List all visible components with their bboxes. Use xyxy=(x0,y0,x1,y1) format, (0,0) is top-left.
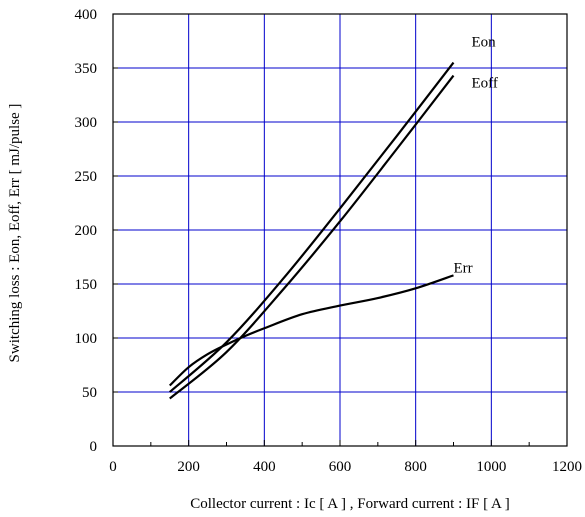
y-tick-label: 400 xyxy=(75,7,98,23)
x-tick-label: 0 xyxy=(109,459,117,475)
y-tick-label: 50 xyxy=(82,385,97,401)
y-tick-label: 250 xyxy=(75,169,98,185)
tick-labels: 0 200 400 600 800 1000 1200 0 50 100 150 200 250 300 3… xyxy=(75,7,583,475)
y-tick-label: 350 xyxy=(75,61,98,77)
series-label-eon: Eon xyxy=(472,35,497,51)
x-tick-label: 1200 xyxy=(552,459,582,475)
y-tick-label: 300 xyxy=(75,115,98,131)
x-tick-label: 400 xyxy=(253,459,276,475)
axis-ticks xyxy=(112,13,568,447)
series-labels: Eon Eoff Err xyxy=(454,35,498,277)
y-tick-label: 150 xyxy=(75,277,98,293)
series-label-err: Err xyxy=(454,260,473,276)
x-axis-label: Collector current : Ic [ A ] , Forward c… xyxy=(190,496,510,512)
x-tick-label: 200 xyxy=(177,459,200,475)
x-tick-label: 800 xyxy=(404,459,427,475)
y-tick-label: 200 xyxy=(75,223,98,239)
series-line-eoff xyxy=(169,74,455,400)
y-tick-label: 100 xyxy=(75,331,98,347)
series-lines xyxy=(168,61,455,400)
grid-lines xyxy=(113,14,567,446)
series-line-eon xyxy=(169,61,455,393)
series-label-eoff: Eoff xyxy=(472,76,498,92)
y-axis-label: Switching loss : Eon, Eoff, Err [ mJ/pul… xyxy=(7,104,23,363)
y-tick-label: 0 xyxy=(90,439,98,455)
x-tick-label: 1000 xyxy=(476,459,506,475)
series-line-err xyxy=(168,274,454,387)
x-tick-label: 600 xyxy=(329,459,352,475)
